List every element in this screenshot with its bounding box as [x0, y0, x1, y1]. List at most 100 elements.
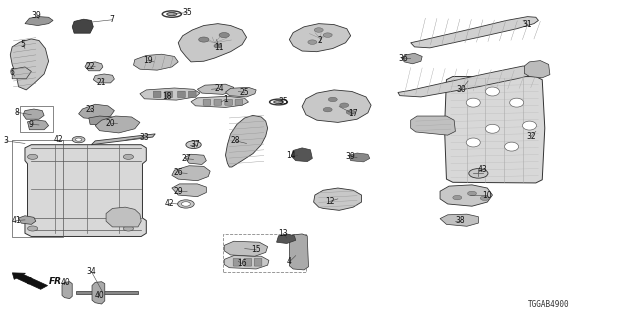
Text: 29: 29	[173, 188, 183, 196]
FancyBboxPatch shape	[244, 259, 252, 266]
Polygon shape	[191, 96, 248, 108]
Polygon shape	[445, 76, 545, 183]
Text: 33: 33	[140, 132, 149, 141]
Text: 23: 23	[85, 105, 95, 114]
FancyBboxPatch shape	[203, 100, 211, 105]
Circle shape	[323, 108, 332, 112]
Text: 24: 24	[214, 84, 224, 93]
Text: 4: 4	[287, 258, 292, 267]
Polygon shape	[92, 134, 156, 145]
Circle shape	[480, 196, 489, 200]
Polygon shape	[23, 109, 44, 119]
Circle shape	[467, 191, 476, 196]
Circle shape	[181, 202, 190, 206]
Text: 40: 40	[95, 291, 104, 300]
Circle shape	[453, 196, 462, 200]
Text: 11: 11	[214, 43, 224, 52]
Circle shape	[72, 136, 85, 143]
Text: 18: 18	[162, 92, 172, 101]
Text: 19: 19	[143, 56, 152, 65]
Polygon shape	[95, 116, 140, 133]
Text: 17: 17	[348, 109, 358, 118]
Polygon shape	[398, 66, 537, 97]
Text: 27: 27	[181, 154, 191, 163]
Text: 6: 6	[10, 68, 15, 77]
Text: 42: 42	[53, 135, 63, 144]
Text: 41: 41	[12, 216, 21, 225]
Polygon shape	[93, 74, 115, 83]
Polygon shape	[197, 84, 234, 94]
Text: 26: 26	[173, 168, 183, 177]
Text: 3: 3	[3, 136, 8, 145]
Ellipse shape	[167, 12, 177, 16]
Polygon shape	[89, 116, 116, 125]
FancyBboxPatch shape	[177, 91, 185, 98]
Polygon shape	[291, 148, 312, 162]
Ellipse shape	[522, 121, 536, 130]
FancyArrow shape	[12, 273, 47, 289]
Text: 31: 31	[523, 20, 532, 29]
Polygon shape	[224, 241, 268, 256]
Text: 13: 13	[278, 229, 288, 238]
Circle shape	[214, 44, 221, 48]
Polygon shape	[289, 24, 351, 52]
Polygon shape	[225, 87, 256, 97]
Text: 7: 7	[109, 15, 115, 24]
Text: 35: 35	[278, 97, 288, 106]
Text: 38: 38	[456, 216, 465, 225]
Circle shape	[76, 138, 82, 141]
Polygon shape	[25, 145, 147, 236]
Polygon shape	[411, 17, 538, 48]
FancyBboxPatch shape	[233, 259, 241, 266]
FancyBboxPatch shape	[188, 91, 196, 98]
Circle shape	[468, 169, 488, 178]
FancyBboxPatch shape	[225, 100, 232, 105]
Text: TGGAB4900: TGGAB4900	[528, 300, 570, 308]
FancyBboxPatch shape	[154, 91, 161, 98]
Circle shape	[28, 154, 38, 159]
Ellipse shape	[485, 87, 499, 96]
Text: 10: 10	[482, 190, 492, 200]
Circle shape	[219, 33, 229, 38]
Ellipse shape	[274, 100, 284, 103]
Polygon shape	[178, 24, 246, 62]
Text: FR.: FR.	[49, 277, 66, 286]
Circle shape	[177, 200, 194, 208]
Text: 39: 39	[346, 152, 356, 161]
Polygon shape	[10, 39, 49, 90]
Polygon shape	[106, 207, 141, 227]
Text: 21: 21	[97, 78, 106, 87]
Text: 8: 8	[14, 108, 19, 117]
Polygon shape	[440, 185, 492, 206]
Circle shape	[346, 110, 355, 115]
Text: 32: 32	[527, 132, 536, 140]
Circle shape	[340, 103, 349, 108]
Polygon shape	[349, 153, 370, 162]
Text: 34: 34	[86, 267, 96, 276]
FancyBboxPatch shape	[165, 91, 173, 98]
Polygon shape	[85, 62, 103, 71]
Polygon shape	[140, 88, 200, 100]
Text: 36: 36	[398, 53, 408, 62]
Polygon shape	[402, 53, 422, 64]
Polygon shape	[524, 60, 550, 78]
Circle shape	[308, 40, 317, 44]
Text: 5: 5	[20, 40, 26, 49]
Polygon shape	[19, 216, 36, 224]
Ellipse shape	[269, 99, 287, 105]
Text: 12: 12	[325, 197, 334, 206]
Polygon shape	[314, 188, 362, 210]
Ellipse shape	[467, 138, 480, 147]
Circle shape	[328, 97, 337, 102]
Text: 39: 39	[31, 12, 42, 20]
Text: 25: 25	[240, 88, 250, 97]
Polygon shape	[172, 166, 210, 181]
Polygon shape	[134, 54, 178, 70]
Text: 22: 22	[85, 62, 95, 71]
Polygon shape	[224, 256, 269, 269]
Circle shape	[198, 37, 209, 42]
Circle shape	[28, 226, 38, 231]
Polygon shape	[28, 120, 49, 130]
Ellipse shape	[467, 98, 480, 107]
Polygon shape	[276, 234, 296, 244]
